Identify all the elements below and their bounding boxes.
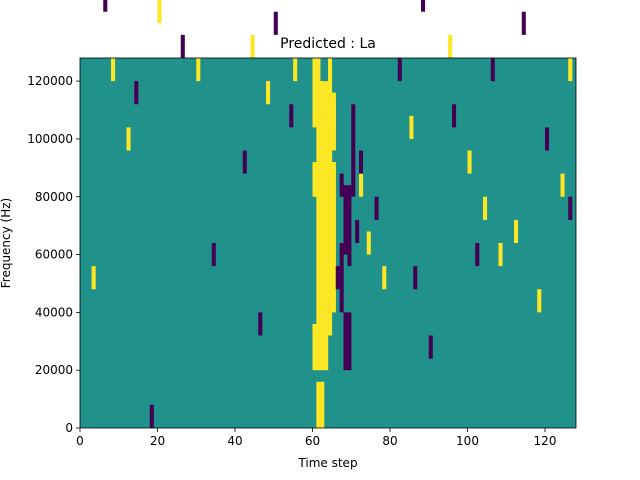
plot-frame bbox=[79, 57, 577, 429]
heatmap-cell-low bbox=[347, 312, 352, 371]
y-tick-label: 0 bbox=[65, 421, 73, 435]
heatmap-cell-low bbox=[211, 243, 216, 267]
heatmap-cell-high bbox=[382, 266, 387, 290]
heatmap-cell-low bbox=[258, 312, 263, 336]
x-tick-label: 60 bbox=[305, 434, 320, 448]
heatmap-cell-high bbox=[320, 81, 325, 255]
y-tick-label: 120000 bbox=[27, 74, 73, 88]
heatmap-cell-high bbox=[316, 381, 321, 428]
heatmap-cell-high bbox=[157, 0, 162, 24]
y-tick-label: 60000 bbox=[35, 248, 73, 262]
heatmap-cell-high bbox=[568, 58, 573, 82]
heatmap-cell-low bbox=[242, 150, 247, 174]
heatmap-cell-high bbox=[448, 34, 453, 58]
x-tick-label: 0 bbox=[76, 434, 84, 448]
heatmap-cell-high bbox=[312, 162, 317, 197]
heatmap-cell-low bbox=[568, 196, 573, 220]
x-tick-label: 80 bbox=[382, 434, 397, 448]
heatmap-cell-high bbox=[359, 173, 364, 197]
heatmap-cell-low bbox=[359, 150, 364, 174]
heatmap-cell-low bbox=[351, 104, 356, 197]
heatmap-cell-low bbox=[397, 58, 402, 82]
heatmap-cell-low bbox=[339, 243, 344, 313]
chart-title: Predicted : La bbox=[280, 36, 376, 52]
heatmap-cell-high bbox=[498, 243, 503, 267]
heatmap-cell-low bbox=[545, 127, 550, 151]
heatmap-cell-low bbox=[343, 312, 348, 371]
heatmap-cell-high bbox=[467, 150, 472, 174]
heatmap-cell-low bbox=[347, 185, 352, 267]
heatmap-cell-high bbox=[328, 115, 333, 336]
heatmap-cell-high bbox=[560, 173, 565, 197]
heatmap-cell-high bbox=[266, 81, 271, 105]
heatmap-cell-high bbox=[111, 58, 116, 82]
plot-area bbox=[79, 0, 577, 429]
heatmap-cell-low bbox=[374, 196, 379, 220]
x-tick-label: 20 bbox=[150, 434, 165, 448]
heatmap-cell-high bbox=[537, 289, 542, 313]
heatmap-cell-low bbox=[149, 404, 154, 428]
heatmap-cell-low bbox=[355, 219, 360, 243]
y-tick-label: 80000 bbox=[35, 190, 73, 204]
y-tick-label: 20000 bbox=[35, 363, 73, 377]
heatmap-cell-high bbox=[331, 162, 336, 313]
heatmap-cell-high bbox=[320, 381, 325, 428]
heatmap-cell-high bbox=[126, 127, 131, 151]
x-tick-label: 100 bbox=[456, 434, 479, 448]
heatmap-cell-high bbox=[91, 266, 96, 290]
heatmap-cell-high bbox=[328, 92, 333, 197]
heatmap-cell-high bbox=[250, 34, 255, 58]
heatmap-cell-low bbox=[339, 173, 344, 197]
heatmap-cell-high bbox=[324, 138, 329, 371]
x-axis-label: Time step bbox=[297, 456, 357, 470]
heatmap-cell-high bbox=[293, 58, 298, 82]
heatmap-cell-low bbox=[452, 104, 457, 128]
heatmap-cell-high bbox=[316, 115, 321, 371]
heatmap-cell-high bbox=[328, 58, 333, 128]
heatmap-cell-low bbox=[335, 266, 340, 290]
heatmap-cell-high bbox=[483, 196, 488, 220]
heatmap-cell-low bbox=[490, 58, 495, 82]
heatmap-cell-high bbox=[324, 81, 329, 243]
y-tick-label: 40000 bbox=[35, 305, 73, 319]
heatmap-cell-low bbox=[521, 11, 526, 35]
x-tick-label: 40 bbox=[227, 434, 242, 448]
heatmap-cell-high bbox=[366, 231, 371, 255]
heatmap-cell-low bbox=[273, 11, 278, 35]
y-axis-label: Frequency (Hz) bbox=[0, 198, 13, 289]
heatmap-cell-high bbox=[312, 58, 317, 128]
heatmap-cell-low bbox=[289, 104, 294, 128]
heatmap-cell-low bbox=[343, 185, 348, 255]
heatmap-cell-low bbox=[475, 243, 480, 267]
heatmap-cell-low bbox=[103, 0, 108, 12]
heatmap-cell-low bbox=[413, 266, 418, 290]
heatmap-cell-high bbox=[196, 58, 201, 82]
heatmap-cell-low bbox=[180, 34, 185, 58]
heatmap-cell-low bbox=[134, 81, 139, 105]
heatmap-cell-high bbox=[331, 104, 336, 128]
heatmap-cell-high bbox=[409, 115, 414, 139]
heatmap-cell-low bbox=[421, 0, 426, 12]
heatmap-cell-high bbox=[312, 323, 317, 371]
x-tick-label: 120 bbox=[534, 434, 557, 448]
heatmap-cell-high bbox=[514, 219, 519, 243]
heatmap-cell-low bbox=[428, 335, 433, 359]
y-tick-label: 100000 bbox=[27, 132, 73, 146]
heatmap-cell-high bbox=[316, 58, 321, 128]
